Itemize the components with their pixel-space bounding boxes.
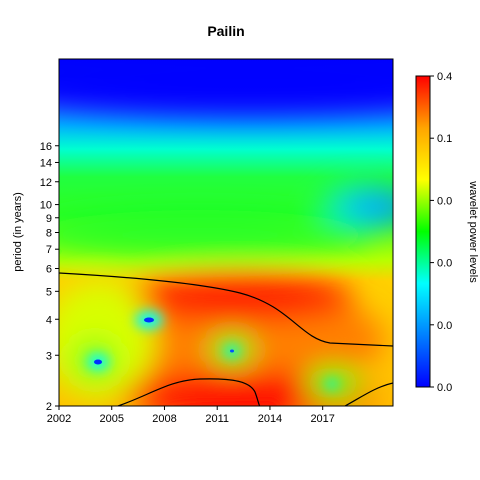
significance-contour-bottom [117, 378, 261, 406]
y-tick-label: 5 [46, 286, 52, 298]
x-tick-label: 2005 [99, 413, 123, 425]
colorbar-tick-label: 0.4 [437, 71, 452, 83]
colorbar-tick-label: 0.0 [437, 258, 452, 270]
heatmap-spot-2017 [325, 379, 339, 389]
colorbar-ticks: 0.4 0.1 0.0 0.0 0.0 0.0 [430, 71, 452, 394]
y-tick-label: 4 [46, 314, 52, 326]
x-tick-label: 2011 [205, 413, 229, 425]
significance-contour-right [344, 382, 393, 406]
heatmap-blob-upper-green [59, 210, 370, 260]
y-tick-label: 14 [40, 157, 52, 169]
heatmap-blob-red-upper [125, 274, 355, 322]
heatmap-blob-right-cyan [322, 185, 393, 229]
y-tick-label: 9 [46, 213, 52, 225]
heatmap-core-2004 [94, 359, 102, 365]
y-tick-label: 16 [40, 141, 52, 153]
y-tick-label: 7 [46, 244, 52, 256]
colorbar-tick-label: 0.0 [437, 195, 452, 207]
chart-title: Pailin [207, 23, 244, 39]
colorbar: 0.4 0.1 0.0 0.0 0.0 0.0 [415, 71, 452, 394]
x-axis: 2002 2005 2008 2011 2014 2017 [47, 406, 335, 425]
colorbar-tick-label: 0.0 [437, 382, 452, 394]
y-tick-label: 3 [46, 350, 52, 362]
y-tick-label: 2 [46, 401, 52, 413]
colorbar-tick-label: 0.1 [437, 133, 452, 145]
x-tick-label: 2017 [310, 413, 334, 425]
x-tick-label: 2008 [152, 413, 176, 425]
x-tick-label: 2014 [258, 413, 282, 425]
y-tick-label: 6 [46, 264, 52, 276]
heatmap-core-2007 [144, 317, 154, 323]
heatmap-area [59, 59, 393, 406]
y-axis: 2 3 4 5 6 7 8 910 12 14 16 [40, 141, 59, 413]
cone-of-influence-line [59, 272, 393, 347]
y-tick-label: 10 [40, 200, 52, 212]
y-tick-label: 12 [40, 177, 52, 189]
y-tick-label: 8 [46, 228, 52, 240]
x-tick-label: 2002 [47, 413, 71, 425]
heatmap-blob-left-yellow [59, 282, 155, 398]
heatmap-blob-upper-blue [59, 59, 393, 115]
y-axis-label: period (in years) [12, 192, 24, 271]
heatmap-core-2012 [230, 349, 234, 353]
colorbar-gradient [415, 75, 431, 388]
colorbar-tick-label: 0.0 [437, 320, 452, 332]
colorbar-label: wavelet power levels [467, 180, 479, 283]
